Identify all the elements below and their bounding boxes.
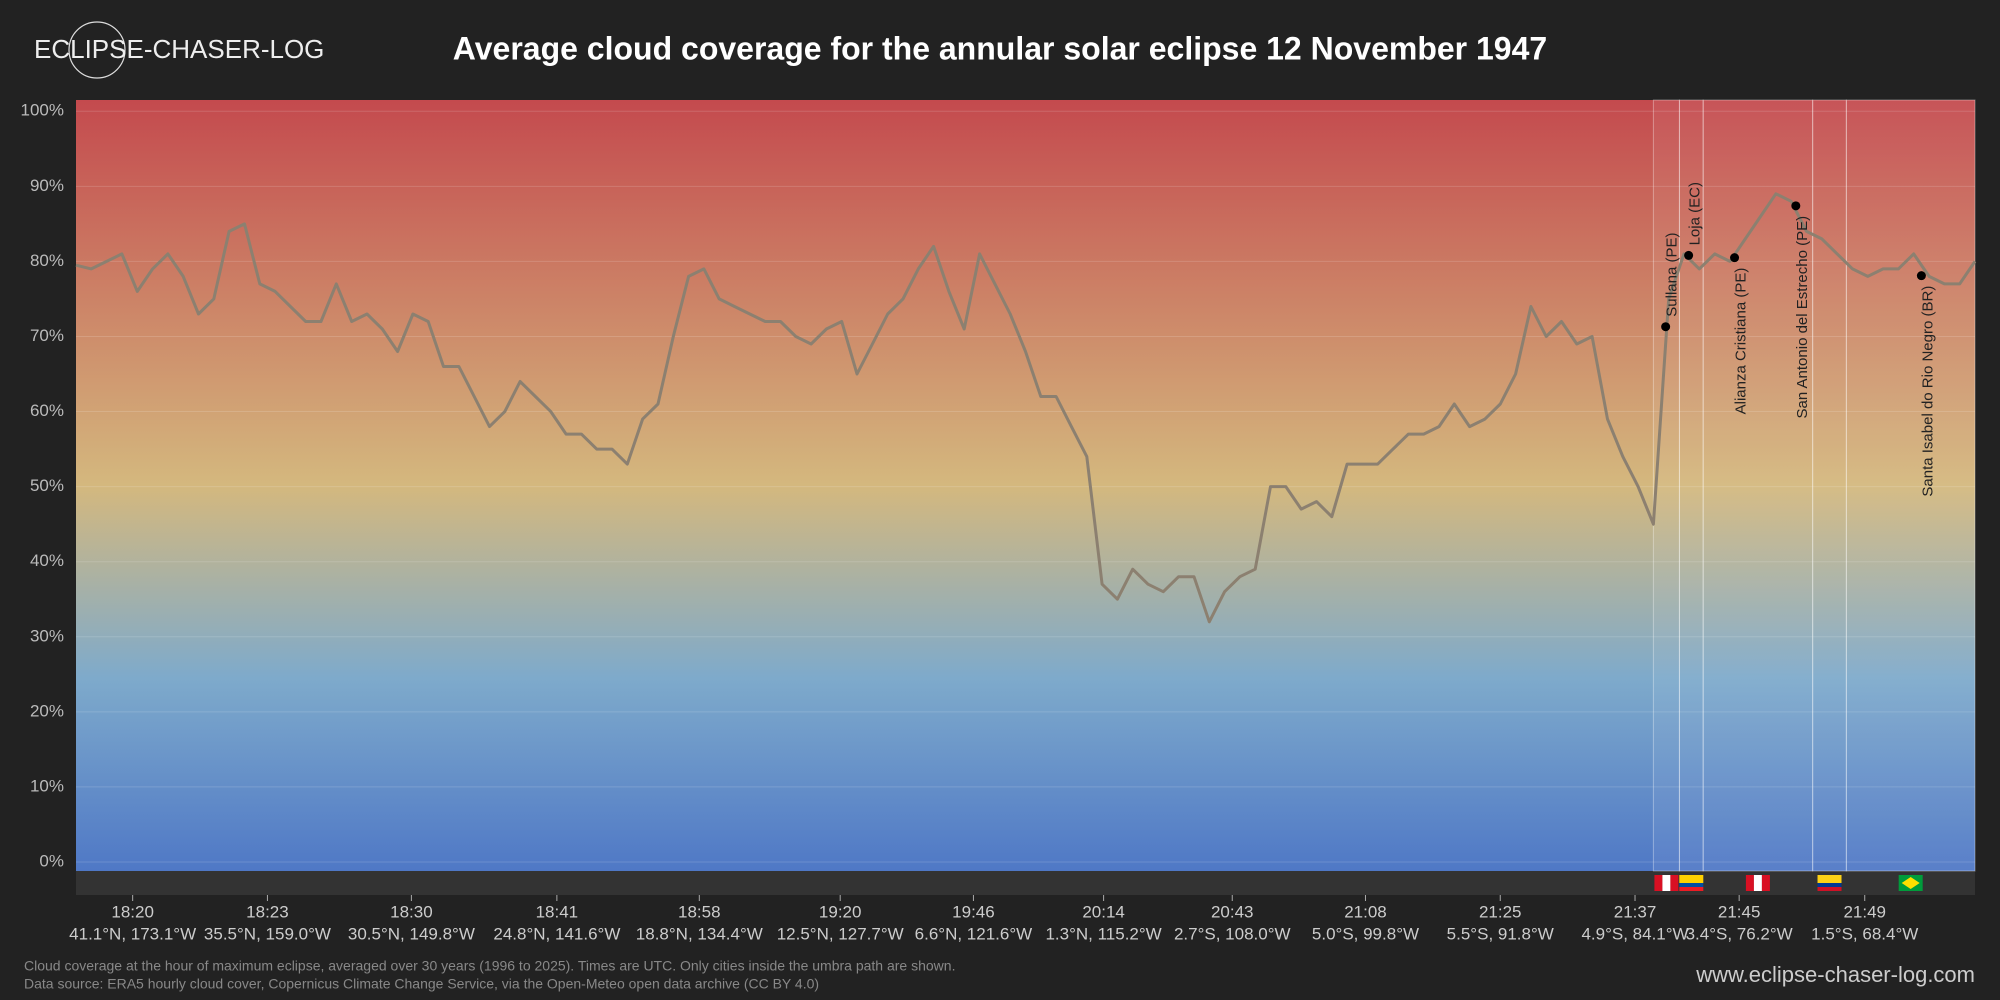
x-tick-label: 21:25 bbox=[1479, 902, 1522, 921]
flag-diamond bbox=[1901, 877, 1920, 889]
city-label: Loja (EC) bbox=[1687, 182, 1704, 245]
x-tick-label: 19:46 bbox=[952, 902, 995, 921]
region bbox=[1702, 99, 1814, 872]
x-tick-coordinates: 4.9°S, 84.1°W bbox=[1581, 924, 1688, 943]
x-tick-coordinates: 6.6°N, 121.6°W bbox=[915, 924, 1033, 943]
flag bbox=[1679, 875, 1704, 891]
y-tick-label: 80% bbox=[30, 251, 64, 270]
flag-stripe bbox=[1679, 883, 1704, 887]
region bbox=[1678, 99, 1704, 872]
flag-stripe bbox=[1679, 887, 1704, 891]
flag bbox=[1817, 875, 1842, 891]
city-point bbox=[1684, 250, 1694, 260]
flag-stripe bbox=[1662, 875, 1671, 891]
city-point bbox=[1791, 201, 1801, 211]
footnote: Cloud coverage at the hour of maximum ec… bbox=[24, 958, 955, 974]
flag-stripe bbox=[1679, 875, 1704, 879]
flag-stripe bbox=[1670, 875, 1679, 891]
y-tick-label: 70% bbox=[30, 326, 64, 345]
x-tick-label: 18:20 bbox=[111, 902, 154, 921]
website: www.eclipse-chaser-log.com bbox=[1695, 962, 1975, 987]
x-tick-coordinates: 35.5°N, 159.0°W bbox=[204, 924, 331, 943]
plot-area bbox=[76, 100, 1975, 871]
city-point bbox=[1730, 253, 1740, 263]
city-label: Sullana (PE) bbox=[1664, 233, 1681, 317]
y-tick-label: 90% bbox=[30, 176, 64, 195]
chart-title: Average cloud coverage for the annular s… bbox=[453, 30, 1547, 66]
flag bbox=[1654, 875, 1679, 891]
flag-stripe bbox=[1753, 875, 1762, 891]
x-tick-coordinates: 5.5°S, 91.8°W bbox=[1447, 924, 1554, 943]
x-tick-label: 18:23 bbox=[246, 902, 289, 921]
x-tick-label: 21:45 bbox=[1718, 902, 1761, 921]
logo: ECLIPSE-CHASER-LOG bbox=[34, 34, 324, 64]
y-tick-label: 30% bbox=[30, 626, 64, 645]
x-tick-label: 18:30 bbox=[390, 902, 433, 921]
x-tick-coordinates: 1.5°S, 68.4°W bbox=[1811, 924, 1918, 943]
x-tick-label: 18:41 bbox=[536, 902, 579, 921]
x-tick-coordinates: 12.5°N, 127.7°W bbox=[777, 924, 904, 943]
x-tick-coordinates: 5.0°S, 99.8°W bbox=[1312, 924, 1419, 943]
flag-stripe bbox=[1817, 875, 1842, 879]
x-tick-coordinates: 30.5°N, 149.8°W bbox=[348, 924, 475, 943]
x-tick-coordinates: 1.3°N, 115.2°W bbox=[1045, 924, 1161, 943]
flag-stripe bbox=[1654, 875, 1663, 891]
y-tick-label: 40% bbox=[30, 551, 64, 570]
x-tick-label: 18:58 bbox=[678, 902, 721, 921]
flag-stripe bbox=[1745, 875, 1754, 891]
x-tick-label: 19:20 bbox=[819, 902, 862, 921]
city-point bbox=[1916, 271, 1926, 281]
x-tick-label: 21:49 bbox=[1843, 902, 1886, 921]
flag bbox=[1898, 875, 1923, 891]
x-tick-label: 20:43 bbox=[1211, 902, 1254, 921]
flag-stripe bbox=[1817, 887, 1842, 891]
y-tick-label: 100% bbox=[21, 101, 64, 120]
y-tick-label: 0% bbox=[39, 851, 64, 870]
x-tick-label: 21:37 bbox=[1614, 902, 1657, 921]
x-tick-label: 21:08 bbox=[1344, 902, 1387, 921]
region bbox=[1652, 99, 1680, 872]
x-tick-coordinates: 18.8°N, 134.4°W bbox=[636, 924, 763, 943]
y-tick-label: 60% bbox=[30, 401, 64, 420]
city-label: Santa Isabel do Rio Negro (BR) bbox=[1919, 286, 1936, 497]
footnote: Data source: ERA5 hourly cloud cover, Co… bbox=[24, 976, 819, 992]
region bbox=[1845, 99, 1976, 872]
city-point bbox=[1661, 322, 1671, 332]
x-tick-coordinates: 3.4°S, 76.2°W bbox=[1686, 924, 1793, 943]
flag-stripe bbox=[1817, 883, 1842, 887]
x-tick-coordinates: 41.1°N, 173.1°W bbox=[69, 924, 196, 943]
x-tick-coordinates: 24.8°N, 141.6°W bbox=[493, 924, 620, 943]
region bbox=[1812, 99, 1847, 872]
flag-stripe bbox=[1761, 875, 1770, 891]
y-tick-label: 20% bbox=[30, 701, 64, 720]
x-tick-coordinates: 2.7°S, 108.0°W bbox=[1174, 924, 1291, 943]
flag bbox=[1745, 875, 1770, 891]
city-label: Alianza Cristiana (PE) bbox=[1733, 268, 1750, 415]
line bbox=[75, 192, 1977, 624]
logo-ring bbox=[68, 21, 126, 79]
flag-stripe bbox=[1817, 879, 1842, 883]
city-label: San Antonio del Estrecho (PE) bbox=[1794, 216, 1811, 419]
y-tick-label: 50% bbox=[30, 476, 64, 495]
x-tick-label: 20:14 bbox=[1082, 902, 1125, 921]
y-tick-label: 10% bbox=[30, 776, 64, 795]
flag-stripe bbox=[1679, 879, 1704, 883]
